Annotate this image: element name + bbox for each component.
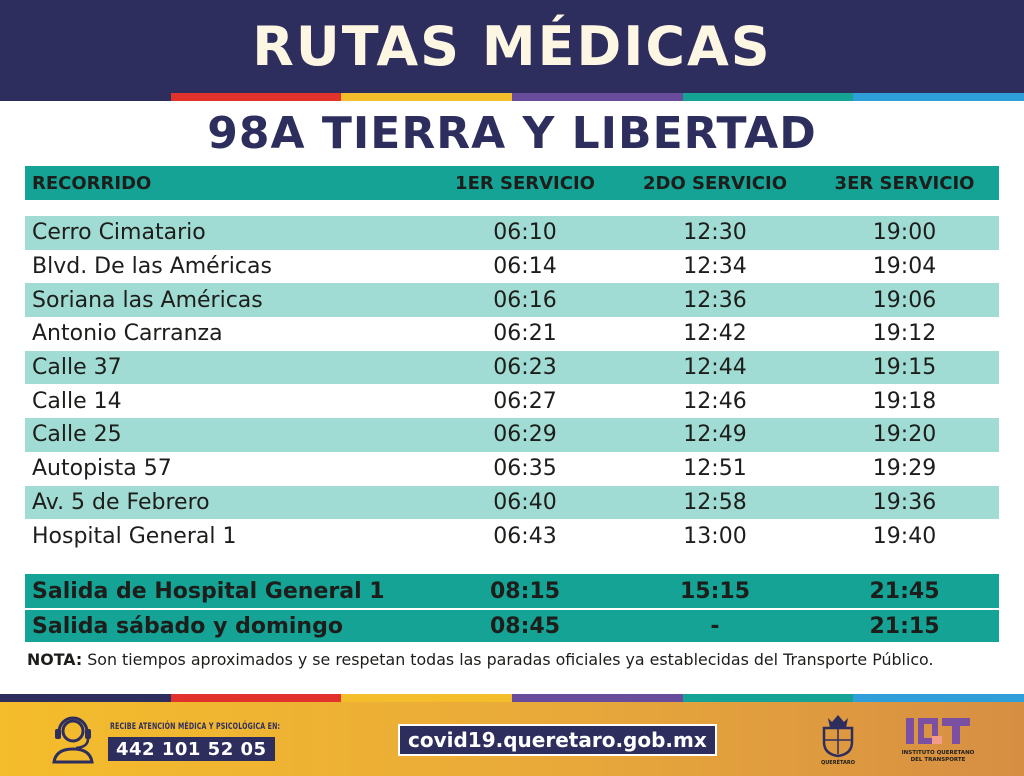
second-service-time: 12:49 — [683, 422, 747, 448]
table-row: Calle 14 06:27 12:46 19:18 — [25, 384, 999, 418]
stripe-segment — [170, 93, 342, 101]
table-row: Calle 25 06:29 12:49 19:20 — [25, 418, 999, 452]
stop-name: Blvd. De las Américas — [32, 254, 272, 280]
third-service-time: 19:18 — [872, 388, 937, 414]
third-service-time: 19:15 — [872, 355, 937, 381]
column-header-route: RECORRIDO — [32, 172, 152, 194]
headset-agent-icon — [52, 716, 94, 764]
stripe-segment — [341, 93, 513, 101]
table-row: Hospital General 1 06:43 13:00 19:40 — [25, 519, 999, 553]
first-service-time: 06:14 — [493, 254, 557, 280]
seal-icon — [822, 715, 854, 758]
third-service-time: 19:29 — [872, 456, 937, 482]
iqt-logo: INSTITUTO QUERETANO DEL TRANSPORTE — [898, 714, 978, 770]
schedule-table: Cerro Cimatario 06:10 12:30 19:00 Blvd. De l… — [25, 216, 999, 553]
second-service-time: 12:36 — [683, 287, 747, 313]
stop-name: Soriana las Américas — [32, 287, 263, 313]
stripe-segment — [341, 694, 513, 702]
table-row: Cerro Cimatario 06:10 12:30 19:00 — [25, 216, 999, 250]
third-service-time: 21:45 — [869, 578, 940, 604]
third-service-time: 19:12 — [872, 321, 937, 347]
column-header-first-service: 1ER SERVICIO — [455, 172, 595, 194]
stop-name: Av. 5 de Febrero — [32, 489, 210, 515]
stripe-segment — [0, 694, 171, 702]
page-title: RUTAS MÉDICAS — [252, 15, 772, 78]
third-service-time: 19:36 — [872, 489, 937, 515]
second-service-time: 12:42 — [683, 321, 747, 347]
first-service-time: 08:45 — [489, 613, 561, 639]
table-row: Antonio Carranza 06:21 12:42 19:12 — [25, 317, 999, 351]
stop-name: Salida sábado y domingo — [32, 613, 343, 639]
website-link[interactable]: covid19.queretaro.gob.mx — [398, 724, 717, 756]
stripe-segment — [682, 93, 854, 101]
first-service-time: 06:16 — [493, 287, 557, 313]
stripe-segment — [0, 93, 171, 101]
table-row: Calle 37 06:23 12:44 19:15 — [25, 350, 999, 385]
footer: RECIBE ATENCIÓN MÉDICA Y PSICOLÓGICA EN:… — [0, 702, 1024, 776]
second-service-time: 12:30 — [683, 220, 747, 246]
stop-name: Autopista 57 — [32, 456, 172, 482]
column-header-second-service: 2DO SERVICIO — [643, 172, 787, 194]
third-service-time: 19:04 — [872, 254, 937, 280]
header-band: RUTAS MÉDICAS — [0, 0, 1024, 93]
stripe-segment — [853, 93, 1024, 101]
help-label: RECIBE ATENCIÓN MÉDICA Y PSICOLÓGICA EN: — [110, 722, 281, 732]
first-service-time: 06:40 — [493, 489, 557, 515]
second-service-time: 15:15 — [679, 578, 751, 604]
help-phone-number[interactable]: 442 101 52 05 — [108, 737, 275, 761]
third-service-time: 19:20 — [872, 422, 937, 448]
third-service-time: 19:00 — [872, 220, 937, 246]
table-row: Salida de Hospital General 1 08:15 15:15 21… — [25, 574, 999, 608]
first-service-time: 06:27 — [493, 388, 557, 414]
iqt-logo-mark-icon — [906, 718, 970, 744]
stripe-segment — [512, 93, 683, 101]
third-service-time: 19:40 — [872, 523, 937, 549]
note-label: NOTA: — [27, 650, 83, 669]
first-service-time: 06:29 — [493, 422, 557, 448]
table-header-row: RECORRIDO 1ER SERVICIO 2DO SERVICIO 3ER … — [25, 166, 999, 200]
stop-name: Calle 37 — [32, 355, 122, 381]
stop-name: Salida de Hospital General 1 — [32, 578, 385, 604]
color-stripe-bottom — [0, 694, 1024, 702]
stripe-segment — [170, 694, 342, 702]
stripe-segment — [682, 694, 854, 702]
first-service-time: 06:23 — [493, 355, 557, 381]
table-row: Av. 5 de Febrero 06:40 12:58 19:36 — [25, 485, 999, 520]
iqt-logo-text: INSTITUTO QUERETANO DEL TRANSPORTE — [901, 750, 975, 763]
stop-name: Antonio Carranza — [32, 321, 223, 347]
stop-name: Calle 25 — [32, 422, 122, 448]
color-stripe-top — [0, 93, 1024, 101]
departures-table: Salida de Hospital General 1 08:15 15:15 21… — [25, 574, 999, 642]
table-row: Salida sábado y domingo 08:45 - 21:15 — [25, 608, 999, 642]
third-service-time: 19:06 — [872, 287, 937, 313]
stop-name: Hospital General 1 — [32, 523, 237, 549]
stop-name: Calle 14 — [32, 388, 122, 414]
second-service-time: 12:46 — [683, 388, 747, 414]
first-service-time: 06:10 — [493, 220, 557, 246]
second-service-time: 12:51 — [683, 456, 747, 482]
first-service-time: 08:15 — [489, 578, 561, 604]
stripe-segment — [512, 694, 683, 702]
first-service-time: 06:21 — [493, 321, 557, 347]
column-header-third-service: 3ER SERVICIO — [834, 172, 975, 194]
third-service-time: 21:15 — [869, 613, 940, 639]
note: NOTA: Son tiempos aproximados y se respe… — [27, 650, 997, 669]
table-row: Autopista 57 06:35 12:51 19:29 — [25, 452, 999, 486]
stripe-segment — [853, 694, 1024, 702]
second-service-time: - — [710, 613, 720, 639]
queretaro-seal-logo: QUERÉTARO — [816, 712, 860, 768]
stop-name: Cerro Cimatario — [32, 220, 206, 246]
seal-text: QUERÉTARO — [821, 760, 855, 766]
second-service-time: 13:00 — [683, 523, 747, 549]
second-service-time: 12:58 — [683, 489, 747, 515]
table-row: Soriana las Américas 06:16 12:36 19:06 — [25, 283, 999, 318]
route-title: 98A TIERRA Y LIBERTAD — [207, 108, 817, 159]
note-text: Son tiempos aproximados y se respetan to… — [82, 650, 934, 669]
first-service-time: 06:35 — [493, 456, 557, 482]
table-row: Blvd. De las Américas 06:14 12:34 19:04 — [25, 250, 999, 284]
second-service-time: 12:34 — [683, 254, 747, 280]
second-service-time: 12:44 — [683, 355, 747, 381]
first-service-time: 06:43 — [493, 523, 557, 549]
